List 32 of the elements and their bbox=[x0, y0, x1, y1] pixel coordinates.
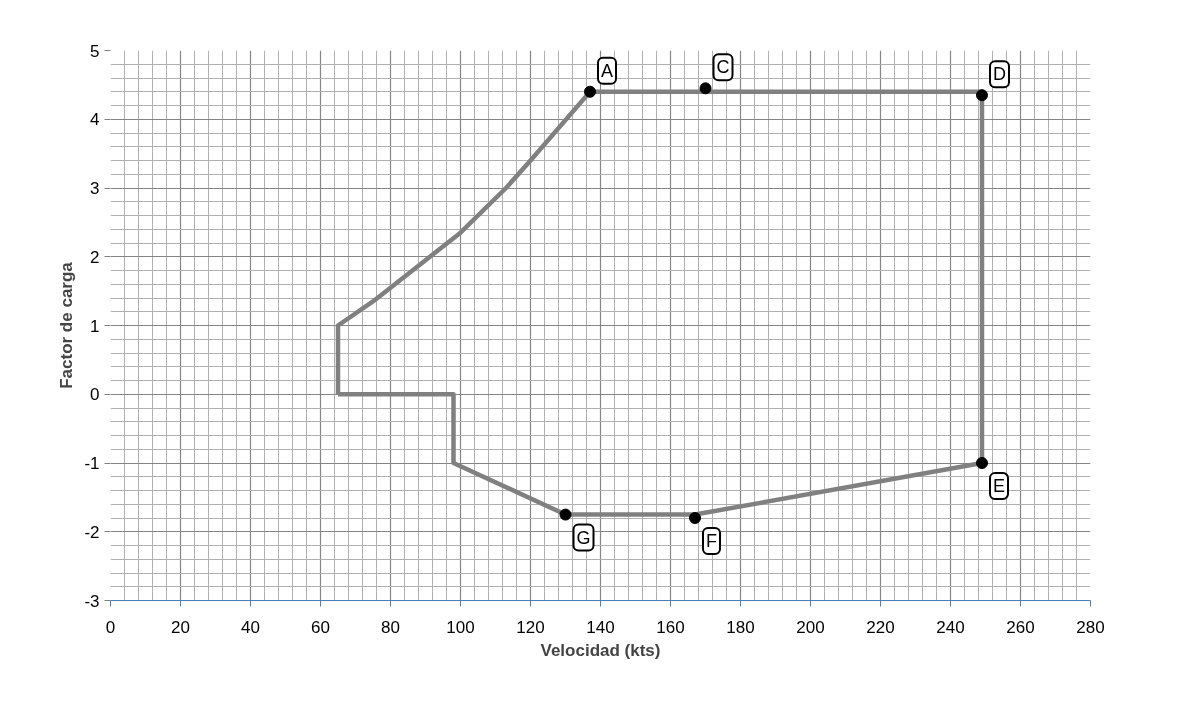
y-tick-label: 0 bbox=[90, 385, 100, 405]
x-tick-label: 200 bbox=[796, 617, 825, 637]
x-tick-label: 120 bbox=[516, 617, 545, 637]
x-axis-title: Velocidad (kts) bbox=[540, 640, 661, 660]
x-tick-label: 160 bbox=[656, 617, 685, 637]
x-tick-label: 20 bbox=[171, 617, 190, 637]
annotation: A bbox=[601, 60, 614, 81]
x-tick-label: 60 bbox=[311, 617, 330, 637]
annotation: C bbox=[716, 57, 730, 78]
y-tick-label: 2 bbox=[90, 247, 100, 267]
y-tick-label: -3 bbox=[84, 591, 100, 611]
x-tick-label: 180 bbox=[726, 617, 755, 637]
y-tick-label: 3 bbox=[90, 179, 100, 198]
x-tick-label: 260 bbox=[1006, 617, 1035, 637]
y-tick-label: -1 bbox=[84, 454, 100, 473]
x-tick-label: 0 bbox=[105, 617, 116, 637]
x-tick-label: 100 bbox=[446, 617, 475, 637]
y-tick-label: 5 bbox=[90, 41, 100, 61]
x-tick-label: 280 bbox=[1076, 617, 1105, 637]
x-tick-label: 140 bbox=[586, 617, 615, 637]
y-axis-title: Factor de carga bbox=[57, 261, 77, 389]
y-tick-label: 4 bbox=[90, 110, 100, 130]
y-tick-label: 1 bbox=[90, 316, 100, 336]
x-tick-label: 40 bbox=[241, 617, 260, 637]
annotation: D bbox=[993, 64, 1006, 85]
annotation: F bbox=[706, 531, 717, 551]
x-tick-label: 80 bbox=[381, 617, 400, 637]
annotation: E bbox=[993, 476, 1006, 496]
x-tick-label: 220 bbox=[866, 617, 895, 637]
y-tick-label: -2 bbox=[84, 522, 100, 542]
annotation: G bbox=[576, 527, 591, 548]
x-tick-label: 240 bbox=[936, 617, 965, 637]
